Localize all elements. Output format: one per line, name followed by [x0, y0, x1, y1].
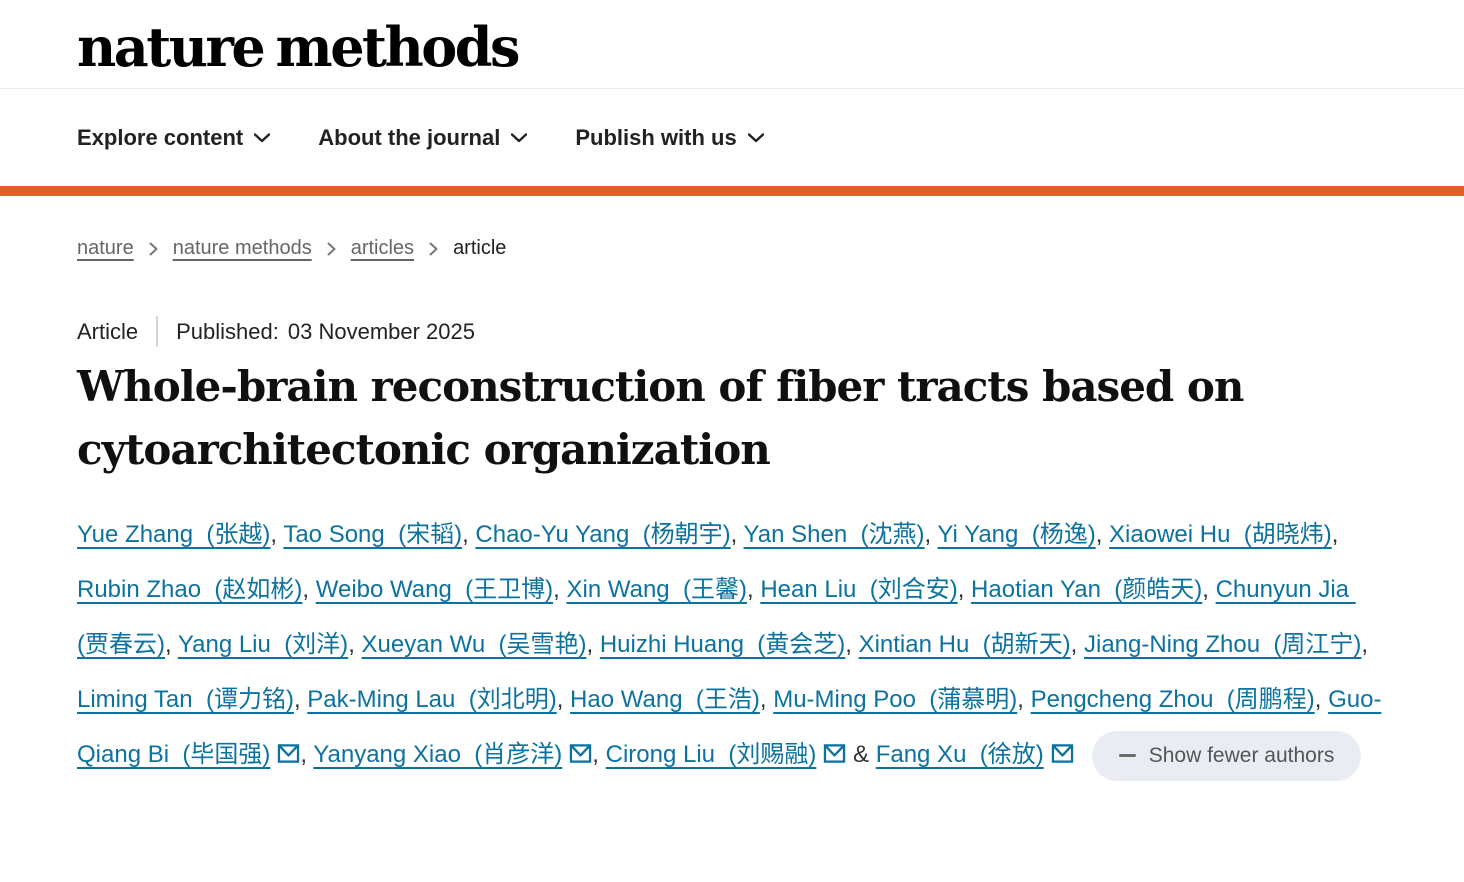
author-link[interactable]: Xiaowei Hu (胡晓炜) — [1109, 521, 1332, 549]
breadcrumb-article-current: article — [453, 237, 507, 260]
author-link[interactable]: Liming Tan (谭力铭) — [77, 686, 294, 714]
chevron-down-icon — [747, 132, 764, 143]
author-separator: , — [845, 631, 859, 659]
author-separator: , — [1017, 686, 1031, 714]
author-link[interactable]: Xueyan Wu (吴雪艳) — [361, 631, 587, 659]
email-envelope-icon[interactable] — [277, 729, 300, 784]
author-separator: , — [462, 521, 476, 549]
nav-explore-content[interactable]: Explore content — [77, 124, 271, 151]
author-list: Yue Zhang (张越), Tao Song (宋韬), Chao-Yu Y… — [77, 521, 1381, 768]
chevron-right-icon — [149, 242, 158, 256]
author-link[interactable]: Guo-Qiang Bi (毕国强) — [77, 686, 1382, 769]
author-link[interactable]: Yang Liu (刘洋) — [177, 631, 349, 659]
author-link[interactable]: Yue Zhang (张越) — [77, 521, 271, 549]
author-link[interactable]: Yan Shen (沈燕) — [743, 521, 925, 549]
author-separator: , — [746, 576, 761, 604]
author-separator: , — [957, 576, 972, 604]
email-envelope-icon[interactable] — [1051, 729, 1074, 784]
author-separator: , — [553, 576, 567, 604]
breadcrumb-nature-methods[interactable]: nature methods — [172, 237, 312, 260]
nav-about-journal-label: About the journal — [318, 124, 501, 150]
email-envelope-icon[interactable] — [569, 729, 592, 784]
author-link[interactable]: Hao Wang (王浩) — [570, 686, 760, 714]
nav-about-journal[interactable]: About the journal — [318, 124, 528, 151]
breadcrumb-nature[interactable]: nature — [77, 237, 134, 260]
author-separator: , — [592, 741, 606, 769]
main-nav: Explore content About the journal Publis… — [0, 89, 1464, 186]
author-separator: , — [293, 686, 308, 714]
chevron-right-icon — [429, 242, 438, 256]
author-link[interactable]: Chunyun Jia (贾春云) — [77, 576, 1356, 659]
article-header: Article Published: 03 November 2025 Whol… — [0, 316, 1464, 784]
author-link[interactable]: Yi Yang (杨逸) — [937, 521, 1096, 549]
show-fewer-authors-button[interactable]: Show fewer authors — [1091, 730, 1362, 781]
author-separator: , — [300, 741, 314, 769]
author-separator: , — [556, 686, 571, 714]
minus-icon — [1118, 754, 1136, 758]
published-date: 03 November 2025 — [287, 318, 475, 344]
author-separator: , — [730, 521, 744, 549]
masthead: nature methods — [0, 0, 1464, 90]
author-link[interactable]: Huizhi Huang (黄会芝) — [599, 631, 846, 659]
chevron-right-icon — [327, 242, 336, 256]
journal-logo[interactable]: nature methods — [77, 15, 520, 79]
author-link[interactable]: Yanyang Xiao (肖彦洋) — [313, 741, 563, 769]
chevron-down-icon — [511, 132, 528, 143]
author-link[interactable]: Weibo Wang (王卫博) — [315, 576, 554, 604]
nav-publish-with-us[interactable]: Publish with us — [575, 124, 764, 151]
article-type-label: Article — [77, 318, 139, 344]
author-link[interactable]: Haotian Yan (颜皓天) — [971, 576, 1203, 604]
author-separator: , — [270, 521, 284, 549]
author-separator: , — [759, 686, 774, 714]
article-meta: Article Published: 03 November 2025 — [77, 316, 1404, 348]
author-separator: , — [586, 631, 600, 659]
author-link[interactable]: Hean Liu (刘合安) — [760, 576, 958, 604]
author-link[interactable]: Pak-Ming Lau (刘北明) — [307, 686, 557, 714]
author-separator: , — [1331, 521, 1339, 549]
meta-divider — [156, 316, 159, 348]
author-separator: , — [302, 576, 316, 604]
author-link[interactable]: Jiang-Ning Zhou (周江宁) — [1083, 631, 1362, 659]
author-separator: & — [846, 741, 876, 769]
chevron-down-icon — [254, 132, 271, 143]
article-title: Whole-brain reconstruction of fiber trac… — [77, 362, 1244, 475]
author-link[interactable]: Cirong Liu (刘赐融) — [605, 741, 817, 769]
author-separator: , — [924, 521, 938, 549]
breadcrumb: nature nature methods articles article — [0, 196, 1464, 260]
author-link[interactable]: Mu-Ming Poo (蒲慕明) — [773, 686, 1018, 714]
author-link[interactable]: Chao-Yu Yang (杨朝宇) — [475, 521, 731, 549]
author-link[interactable]: Tao Song (宋韬) — [283, 521, 463, 549]
nav-publish-with-us-label: Publish with us — [575, 124, 737, 150]
author-link[interactable]: Fang Xu (徐放) — [875, 741, 1044, 769]
accent-bar — [0, 186, 1464, 197]
author-separator: , — [1361, 631, 1369, 659]
author-separator: , — [1070, 631, 1084, 659]
nav-explore-content-label: Explore content — [77, 124, 244, 150]
author-link[interactable]: Xin Wang (王馨) — [566, 576, 747, 604]
author-list-container: Yue Zhang (张越), Tao Song (宋韬), Chao-Yu Y… — [77, 507, 1389, 784]
author-separator: , — [348, 631, 362, 659]
author-link[interactable]: Xintian Hu (胡新天) — [858, 631, 1071, 659]
email-envelope-icon[interactable] — [823, 729, 846, 784]
author-separator: , — [164, 631, 178, 659]
author-link[interactable]: Rubin Zhao (赵如彬) — [77, 576, 303, 604]
author-separator: , — [1202, 576, 1216, 604]
author-link[interactable]: Pengcheng Zhou (周鹏程) — [1030, 686, 1315, 714]
author-separator: , — [1095, 521, 1110, 549]
published-label: Published: — [176, 318, 279, 344]
author-separator: , — [1314, 686, 1329, 714]
show-fewer-authors-label: Show fewer authors — [1148, 743, 1335, 767]
breadcrumb-articles[interactable]: articles — [350, 237, 415, 260]
